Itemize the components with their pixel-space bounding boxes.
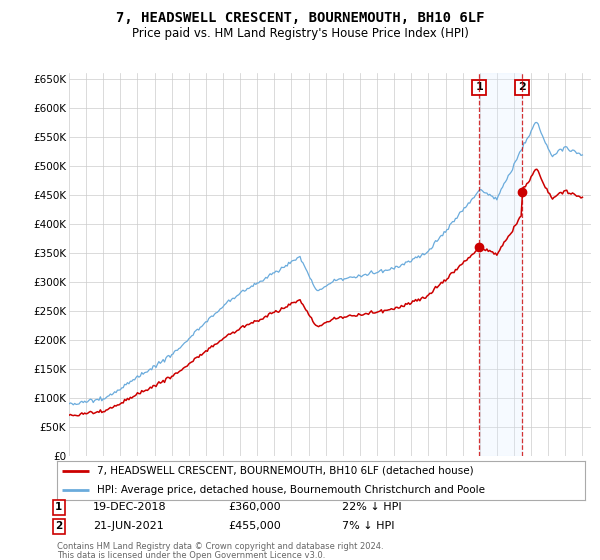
Text: 7% ↓ HPI: 7% ↓ HPI bbox=[342, 521, 395, 531]
Text: 7, HEADSWELL CRESCENT, BOURNEMOUTH, BH10 6LF: 7, HEADSWELL CRESCENT, BOURNEMOUTH, BH10… bbox=[116, 11, 484, 25]
Text: £455,000: £455,000 bbox=[228, 521, 281, 531]
Text: Contains HM Land Registry data © Crown copyright and database right 2024.: Contains HM Land Registry data © Crown c… bbox=[57, 542, 383, 551]
Text: Price paid vs. HM Land Registry's House Price Index (HPI): Price paid vs. HM Land Registry's House … bbox=[131, 27, 469, 40]
Text: 1: 1 bbox=[55, 502, 62, 512]
Text: 19-DEC-2018: 19-DEC-2018 bbox=[93, 502, 167, 512]
Text: This data is licensed under the Open Government Licence v3.0.: This data is licensed under the Open Gov… bbox=[57, 551, 325, 560]
Text: HPI: Average price, detached house, Bournemouth Christchurch and Poole: HPI: Average price, detached house, Bour… bbox=[97, 485, 485, 495]
Text: 2: 2 bbox=[518, 82, 526, 92]
Text: 21-JUN-2021: 21-JUN-2021 bbox=[93, 521, 164, 531]
Text: 2: 2 bbox=[55, 521, 62, 531]
Bar bbox=[479, 73, 522, 456]
Text: 7, HEADSWELL CRESCENT, BOURNEMOUTH, BH10 6LF (detached house): 7, HEADSWELL CRESCENT, BOURNEMOUTH, BH10… bbox=[97, 466, 473, 476]
Text: 1: 1 bbox=[475, 82, 483, 92]
Text: 22% ↓ HPI: 22% ↓ HPI bbox=[342, 502, 401, 512]
Text: £360,000: £360,000 bbox=[228, 502, 281, 512]
